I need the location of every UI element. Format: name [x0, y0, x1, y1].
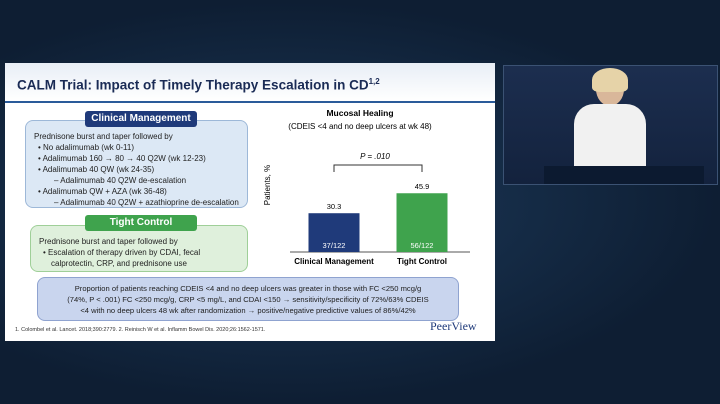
- tight-box: Prednisone burst and taper followed by •…: [30, 225, 248, 272]
- text-line: • Adalimumab 40 QW (wk 24-35): [38, 165, 155, 174]
- count-label: 56/122: [411, 241, 434, 250]
- logo: PeerView: [430, 319, 477, 333]
- summary-box: Proportion of patients reaching CDEIS <4…: [37, 277, 459, 321]
- slide-title: CALM Trial: Impact of Timely Therapy Esc…: [17, 77, 380, 93]
- bar: [396, 193, 448, 252]
- annotation: P = .010: [360, 152, 390, 161]
- bar: [308, 213, 360, 252]
- text-line: Proportion of patients reaching CDEIS <4…: [74, 284, 422, 293]
- text-line: (74%, P < .001) FC <250 mcg/g, CRP <5 mg…: [67, 295, 429, 304]
- value-label: 45.9: [415, 182, 430, 191]
- text-line: • Escalation of therapy driven by CDAI, …: [43, 248, 201, 257]
- title-superscript: 1,2: [368, 77, 380, 86]
- text-line: • No adalimumab (wk 0-11): [38, 143, 135, 152]
- text-line: – Adalimumab 40 Q2W + azathioprine de-es…: [54, 198, 239, 207]
- clinical-box: Prednisone burst and taper followed by •…: [25, 120, 248, 208]
- tight-header: Tight Control: [85, 215, 197, 231]
- footnote: 1. Colombel et al. Lancet. 2018;390:2779…: [15, 327, 266, 333]
- count-label: 37/122: [323, 241, 346, 250]
- title-band: [5, 63, 495, 103]
- bracket: [333, 164, 423, 172]
- text-line: • Adalimumab QW + AZA (wk 36-48): [38, 187, 167, 196]
- podium: [544, 166, 704, 184]
- title-text: CALM Trial: Impact of Timely Therapy Esc…: [17, 77, 369, 93]
- value-label: 30.3: [327, 202, 342, 211]
- text-line: <4 with no deep ulcers 48 wk after rando…: [80, 306, 416, 315]
- slide: CALM Trial: Impact of Timely Therapy Esc…: [5, 63, 495, 341]
- text-line: Prednisone burst and taper followed by: [34, 132, 173, 141]
- text-line: Prednisone burst and taper followed by: [39, 237, 178, 246]
- text-line: calprotectin, CRP, and prednisone use: [51, 259, 187, 268]
- text-line: • Adalimumab 160 → 80 → 40 Q2W (wk 12-23…: [38, 154, 206, 163]
- speaker-hair: [592, 68, 628, 92]
- clinical-header: Clinical Management: [85, 111, 197, 127]
- y-axis-label: Patients, %: [263, 165, 272, 205]
- x-tick-label: Clinical Management: [294, 257, 374, 266]
- chart-subtitle: (CDEIS <4 and no deep ulcers at wk 48): [288, 122, 432, 131]
- text-line: – Adalimumab 40 Q2W de-escalation: [54, 176, 187, 185]
- chart: Mucosal Healing (CDEIS <4 and no deep ul…: [263, 108, 470, 266]
- speaker-video: [503, 65, 718, 185]
- x-tick-label: Tight Control: [397, 257, 447, 266]
- chart-title: Mucosal Healing: [326, 108, 393, 118]
